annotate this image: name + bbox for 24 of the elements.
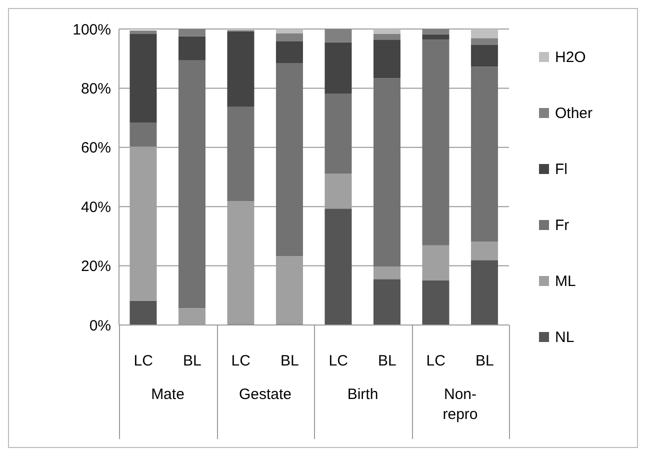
x-tick-label: LC [134, 352, 154, 370]
y-tick-label: 40% [80, 198, 111, 216]
y-tick-label: 80% [80, 80, 111, 98]
x-tick-label: BL [280, 352, 299, 370]
y-tick-label: 20% [80, 258, 111, 276]
text: Non-repro [442, 385, 479, 425]
legend-label: Fr [555, 216, 570, 234]
legend-label: ML [555, 272, 576, 290]
text: Gestate [238, 385, 292, 405]
x-tick-label: LC [328, 352, 348, 370]
y-tick-label: 100% [72, 21, 111, 38]
y-tick-label: 0% [89, 317, 111, 334]
x-tick-label: LC [426, 352, 446, 370]
y-tick-label: 60% [80, 140, 111, 157]
x-tick-label: BL [378, 352, 396, 370]
x-tick-label: BL [182, 352, 202, 370]
text: Mate [151, 385, 184, 405]
legend-label: NL [555, 328, 574, 346]
legend-label: H2O [555, 48, 586, 66]
legend-label: Other [555, 104, 593, 122]
x-tick-label: BL [475, 352, 494, 370]
x-tick-label: LC [231, 352, 251, 370]
text: Birth [347, 385, 378, 405]
legend-label: Fl [555, 160, 568, 178]
